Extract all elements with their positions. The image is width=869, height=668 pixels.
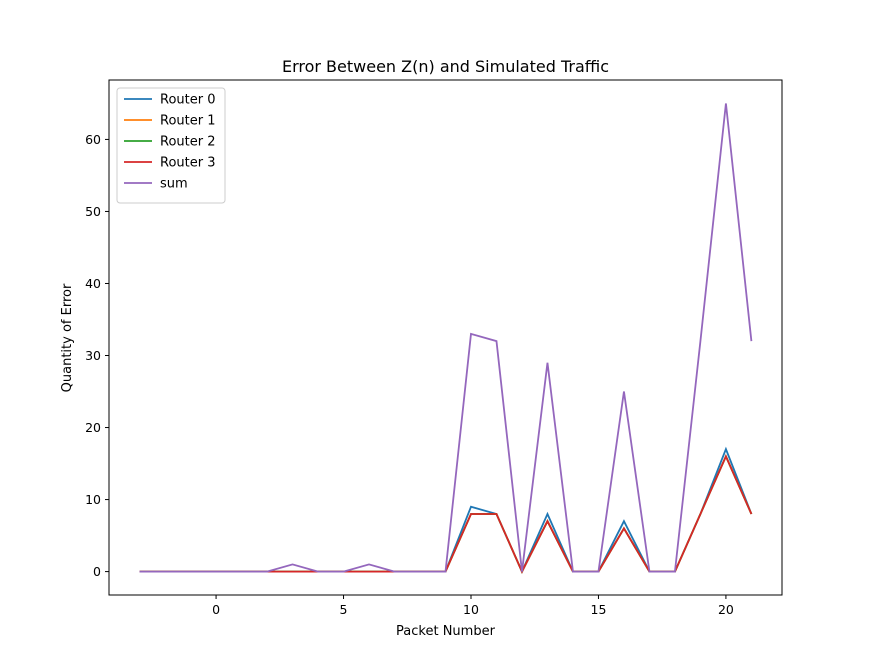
legend-label: Router 0 xyxy=(160,93,216,108)
x-tick-label: 10 xyxy=(463,602,479,617)
x-tick-label: 5 xyxy=(340,602,348,617)
x-tick-label: 15 xyxy=(591,602,607,617)
y-tick-label: 60 xyxy=(85,132,101,147)
legend: Router 0 Router 1 Router 2 Router 3 sum xyxy=(116,87,226,204)
x-tick-label: 20 xyxy=(718,602,734,617)
plot-frame xyxy=(108,79,783,596)
legend-label: Router 2 xyxy=(160,135,216,150)
x-axis: 0 5 10 15 20 xyxy=(212,595,734,617)
y-tick-label: 10 xyxy=(85,492,101,507)
series-line-sum xyxy=(139,103,753,573)
legend-label: Router 1 xyxy=(160,114,216,129)
y-tick-label: 50 xyxy=(85,204,101,219)
y-tick-label: 30 xyxy=(85,348,101,363)
x-tick-label: 0 xyxy=(212,602,220,617)
y-tick-label: 20 xyxy=(85,420,101,435)
y-axis-label: Quantity of Error xyxy=(60,283,75,392)
chart-title: Error Between Z(n) and Simulated Traffic xyxy=(282,57,609,76)
x-axis-label: Packet Number xyxy=(396,624,496,639)
legend-label: Router 3 xyxy=(160,156,216,171)
y-tick-label: 0 xyxy=(93,564,101,579)
y-axis: 0 10 20 30 40 50 60 xyxy=(85,132,109,579)
legend-box xyxy=(116,87,226,204)
y-tick-label: 40 xyxy=(85,276,101,291)
legend-label: sum xyxy=(160,177,188,192)
series-layer xyxy=(139,103,753,574)
